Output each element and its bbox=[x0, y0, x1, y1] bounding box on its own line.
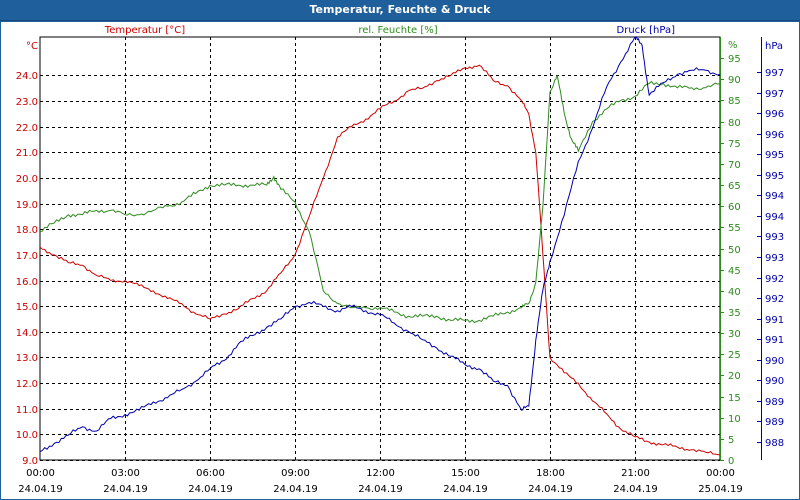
humidity-tick-label: 5 bbox=[728, 435, 734, 446]
x-tick-date: 24.04.19 bbox=[613, 484, 658, 495]
pressure-tick-label: 995 bbox=[765, 150, 784, 161]
x-tick-date: 24.04.19 bbox=[18, 484, 63, 495]
pressure-tick-label: 995 bbox=[765, 171, 784, 182]
x-tick-date: 24.04.19 bbox=[358, 484, 403, 495]
humidity-tick-label: 85 bbox=[728, 96, 741, 107]
pressure-tick-label: 991 bbox=[765, 335, 784, 346]
pressure-tick-label: 997 bbox=[765, 89, 784, 100]
x-tick-date: 24.04.19 bbox=[103, 484, 148, 495]
pressure-tick-label: 989 bbox=[765, 417, 784, 428]
x-tick-date: 24.04.19 bbox=[273, 484, 318, 495]
pressure-unit-label: hPa bbox=[765, 41, 783, 52]
humidity-tick-label: 30 bbox=[728, 329, 741, 340]
humidity-tick-label: 40 bbox=[728, 287, 741, 298]
pressure-line bbox=[39, 36, 721, 453]
pressure-tick-label: 993 bbox=[765, 253, 784, 264]
humidity-tick-label: 25 bbox=[728, 350, 741, 361]
x-tick-time: 18:00 bbox=[536, 468, 565, 479]
humidity-tick-label: 10 bbox=[728, 414, 741, 425]
pressure-tick-label: 992 bbox=[765, 294, 784, 305]
temp-tick-label: 19.0 bbox=[16, 200, 38, 211]
labels-layer: 9.0 10.0 11.0 12.0 13.0 14.0 15.0 16.0 17.0 18.0 1… bbox=[16, 25, 784, 495]
humidity-tick-label: 15 bbox=[728, 393, 741, 404]
humidity-tick-label: 20 bbox=[728, 371, 741, 382]
x-tick-time: 06:00 bbox=[196, 468, 225, 479]
humidity-tick-label: 80 bbox=[728, 118, 741, 129]
temp-tick-label: 23.0 bbox=[16, 97, 38, 108]
pressure-tick-label: 990 bbox=[765, 376, 784, 387]
humidity-series-label: rel. Feuchte [%] bbox=[358, 25, 437, 36]
pressure-tick-label: 989 bbox=[765, 397, 784, 408]
x-tick-time: 09:00 bbox=[281, 468, 310, 479]
humidity-tick-label: 45 bbox=[728, 266, 741, 277]
temp-tick-label: 11.0 bbox=[16, 405, 38, 416]
x-tick-time: 21:00 bbox=[621, 468, 650, 479]
x-tick-date: 24.04.19 bbox=[528, 484, 573, 495]
title-bar: Temperatur, Feuchte & Druck bbox=[0, 0, 800, 21]
pressure-tick-label: 988 bbox=[765, 438, 784, 449]
window-title: Temperatur, Feuchte & Druck bbox=[309, 3, 491, 16]
pressure-series-label: Druck [hPa] bbox=[617, 25, 676, 36]
humidity-tick-label: 70 bbox=[728, 160, 741, 171]
pressure-tick-label: 992 bbox=[765, 274, 784, 285]
temp-tick-label: 20.0 bbox=[16, 174, 38, 185]
x-tick-time: 15:00 bbox=[451, 468, 480, 479]
humidity-unit-label: % bbox=[728, 40, 738, 51]
temp-tick-label: 15.0 bbox=[16, 302, 38, 313]
humidity-tick-label: 95 bbox=[728, 54, 741, 65]
x-tick-date: 25.04.19 bbox=[698, 484, 743, 495]
temp-tick-label: 9.0 bbox=[22, 456, 38, 467]
pressure-tick-label: 997 bbox=[765, 68, 784, 79]
temp-tick-label: 12.0 bbox=[16, 379, 38, 390]
temp-tick-label: 24.0 bbox=[16, 71, 38, 82]
grid-layer bbox=[40, 37, 720, 461]
x-tick-time: 00:00 bbox=[706, 468, 735, 479]
temp-tick-label: 16.0 bbox=[16, 277, 38, 288]
humidity-tick-label: 65 bbox=[728, 181, 741, 192]
series-layer bbox=[39, 36, 721, 456]
temp-tick-label: 21.0 bbox=[16, 148, 38, 159]
pressure-tick-label: 994 bbox=[765, 212, 784, 223]
chart-frame bbox=[0, 21, 800, 500]
pressure-tick-label: 990 bbox=[765, 356, 784, 367]
pressure-tick-label: 991 bbox=[765, 315, 784, 326]
temp-unit-label: °C bbox=[26, 41, 38, 52]
pressure-tick-label: 996 bbox=[765, 130, 784, 141]
x-tick-date: 24.04.19 bbox=[188, 484, 233, 495]
temp-tick-label: 10.0 bbox=[16, 430, 38, 441]
humidity-tick-label: 0 bbox=[728, 456, 734, 467]
humidity-tick-label: 35 bbox=[728, 308, 741, 319]
x-tick-time: 03:00 bbox=[111, 468, 140, 479]
humidity-tick-label: 75 bbox=[728, 139, 741, 150]
temp-tick-label: 17.0 bbox=[16, 251, 38, 262]
x-tick-time: 12:00 bbox=[366, 468, 395, 479]
temp-tick-label: 13.0 bbox=[16, 353, 38, 364]
x-tick-time: 00:00 bbox=[26, 468, 55, 479]
temp-tick-label: 14.0 bbox=[16, 328, 38, 339]
pressure-tick-label: 994 bbox=[765, 191, 784, 202]
temperature-line bbox=[39, 64, 721, 456]
temp-tick-label: 18.0 bbox=[16, 225, 38, 236]
humidity-tick-label: 55 bbox=[728, 223, 741, 234]
pressure-tick-label: 996 bbox=[765, 109, 784, 120]
x-tick-date: 24.04.19 bbox=[443, 484, 488, 495]
pressure-tick-label: 993 bbox=[765, 232, 784, 243]
axes-layer bbox=[39, 36, 762, 461]
humidity-tick-label: 90 bbox=[728, 75, 741, 86]
temperature-series-label: Temperatur [°C] bbox=[104, 25, 185, 36]
humidity-tick-label: 60 bbox=[728, 202, 741, 213]
temp-tick-label: 22.0 bbox=[16, 123, 38, 134]
humidity-tick-label: 50 bbox=[728, 245, 741, 256]
